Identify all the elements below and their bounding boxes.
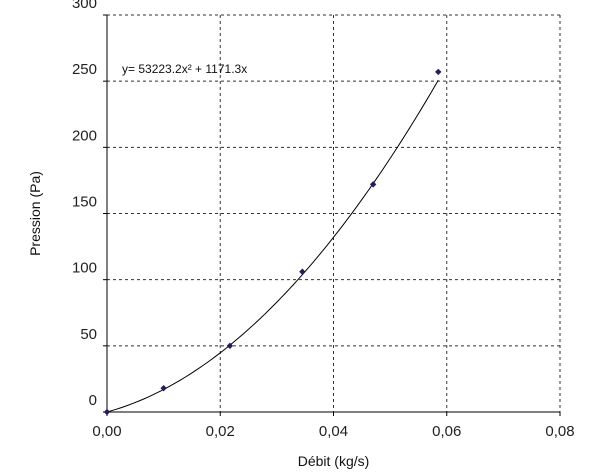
grid-lines <box>107 14 561 412</box>
x-tick-label: 0,04 <box>319 423 348 440</box>
y-tick-label: 50 <box>80 326 97 343</box>
axes <box>103 14 561 416</box>
y-tick-label: 0 <box>89 392 97 409</box>
trendline-equation: y= 53223.2x² + 1171.3x <box>122 62 247 76</box>
x-tick-label: 0,06 <box>432 423 461 440</box>
data-point <box>160 384 167 392</box>
y-tick-label: 200 <box>72 127 97 144</box>
y-tick-label: 100 <box>72 260 97 277</box>
x-tick-label: 0,08 <box>545 423 574 440</box>
x-tick-label: 0,02 <box>206 423 235 440</box>
data-point <box>226 342 234 350</box>
y-tick-label: 150 <box>72 194 97 211</box>
data-point <box>435 68 442 76</box>
data-point <box>369 181 377 188</box>
y-tick-label: 250 <box>72 61 97 78</box>
x-tick-label: 0,00 <box>92 423 121 440</box>
y-axis-title: Pression (Pa) <box>27 171 43 256</box>
tick-labels: 0 50 100 150 200 250 300 0,00 0,02 0,04 0,06 0,08 <box>72 0 575 440</box>
data-point <box>103 408 111 416</box>
x-axis-title: Débit (kg/s) <box>298 453 370 469</box>
trendline-curve <box>106 80 439 413</box>
data-point <box>299 268 306 275</box>
data-points <box>103 68 442 416</box>
y-tick-label: 300 <box>72 0 97 12</box>
